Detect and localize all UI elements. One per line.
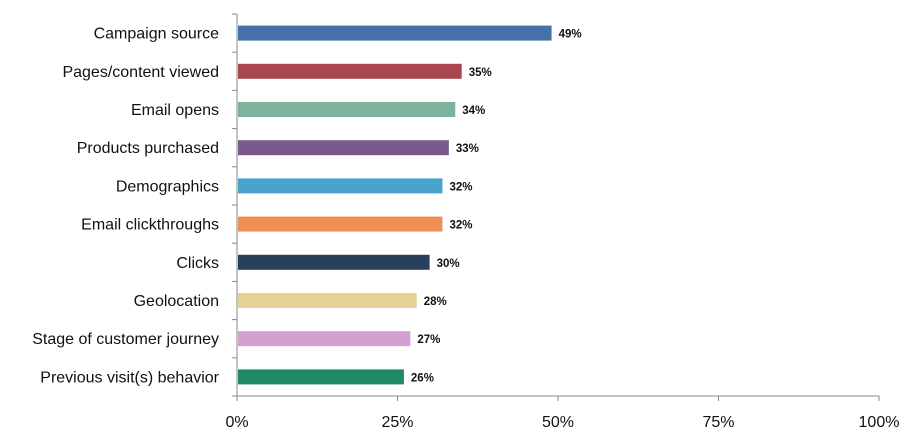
value-label: 35% xyxy=(469,67,492,79)
value-label: 32% xyxy=(449,220,472,232)
category-label: Previous visit(s) behavior xyxy=(40,369,219,386)
category-label: Geolocation xyxy=(134,293,219,310)
value-label: 27% xyxy=(417,334,440,346)
labels: 0% 25% 50% 75% 100% Campaign source 49% Pages/c… xyxy=(32,26,899,431)
category-label: Pages/content viewed xyxy=(62,64,219,81)
x-tick-label: 100% xyxy=(859,414,900,431)
bar xyxy=(238,216,443,232)
bar xyxy=(238,178,443,194)
bar xyxy=(238,25,552,41)
category-label: Clicks xyxy=(176,255,219,272)
category-label: Campaign source xyxy=(94,26,220,43)
category-label: Email opens xyxy=(131,102,219,119)
value-label: 33% xyxy=(456,143,479,155)
x-tick-label: 75% xyxy=(702,414,734,431)
bar xyxy=(238,140,449,156)
value-label: 49% xyxy=(559,29,582,41)
category-label: Stage of customer journey xyxy=(32,331,219,348)
x-tick-label: 0% xyxy=(225,414,248,431)
bar xyxy=(238,254,430,270)
value-label: 34% xyxy=(462,105,485,117)
category-label: Email clickthroughs xyxy=(81,217,219,234)
bar xyxy=(238,369,404,385)
value-label: 28% xyxy=(424,296,447,308)
category-label: Demographics xyxy=(116,178,219,195)
value-label: 32% xyxy=(449,181,472,193)
value-label: 26% xyxy=(411,372,434,384)
value-label: 30% xyxy=(437,258,460,270)
x-tick-label: 50% xyxy=(542,414,574,431)
bar xyxy=(238,102,456,117)
bar xyxy=(238,63,462,79)
bar xyxy=(238,293,417,308)
bar xyxy=(238,331,411,347)
x-tick-label: 25% xyxy=(381,414,413,431)
axes xyxy=(232,13,880,401)
category-label: Products purchased xyxy=(77,140,219,157)
bars xyxy=(238,25,552,385)
